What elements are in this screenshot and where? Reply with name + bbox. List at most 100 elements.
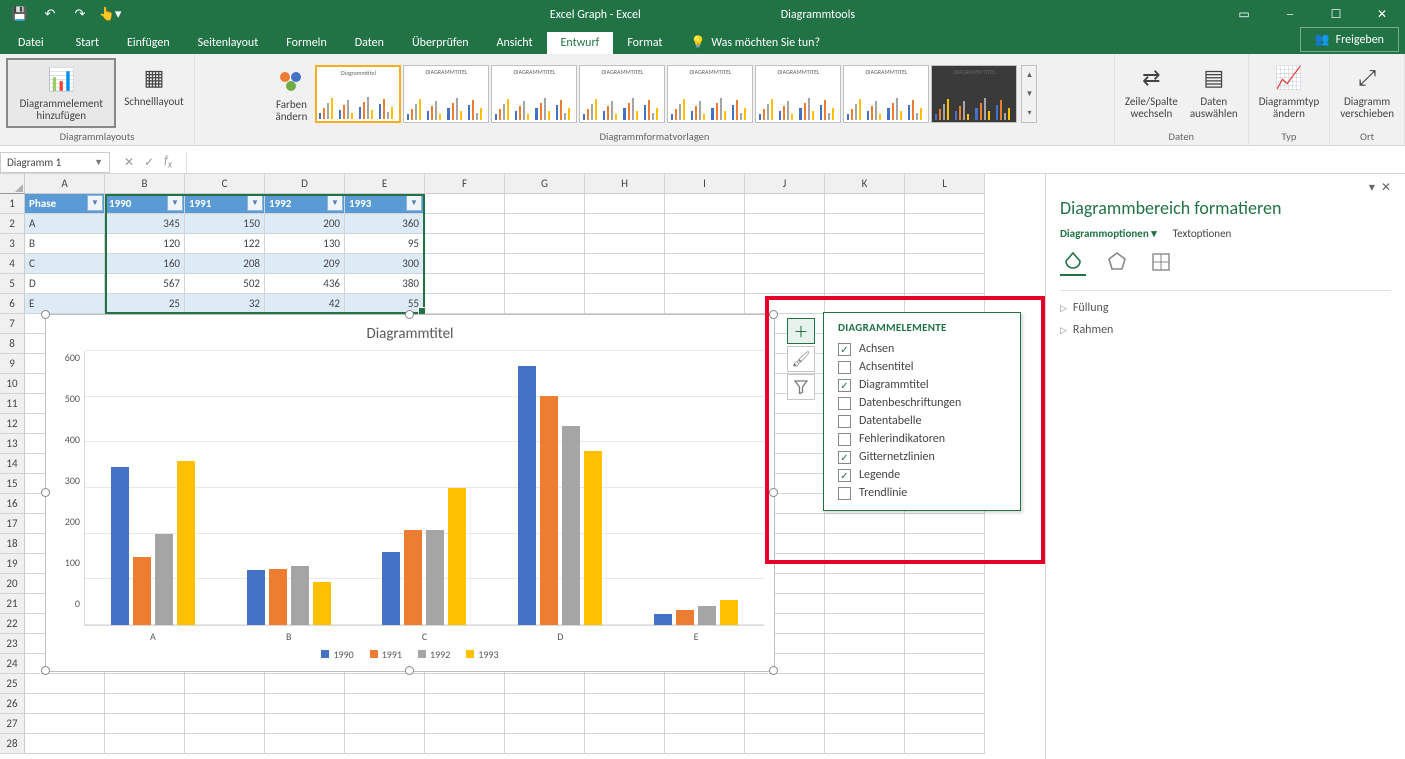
maximize-icon[interactable]: ☐: [1313, 0, 1359, 29]
cell-E3[interactable]: 95: [345, 234, 425, 254]
tab-einfügen[interactable]: Einfügen: [113, 32, 184, 54]
cell-I26[interactable]: [665, 694, 745, 714]
checkbox[interactable]: [838, 397, 851, 410]
cell-B1[interactable]: 1990▼: [105, 194, 185, 214]
chart-elements-button[interactable]: ＋: [787, 318, 815, 344]
cell-H28[interactable]: [585, 734, 665, 754]
cell-H5[interactable]: [585, 274, 665, 294]
cell-K19[interactable]: [825, 554, 905, 574]
cell-L21[interactable]: [905, 594, 985, 614]
cell-C1[interactable]: 1991▼: [185, 194, 265, 214]
cell-D3[interactable]: 130: [265, 234, 345, 254]
bar[interactable]: [382, 552, 400, 625]
style-thumb-2[interactable]: DIAGRAMMTITEL: [491, 65, 577, 123]
bar[interactable]: [133, 557, 151, 626]
col-header-E[interactable]: E: [345, 174, 425, 194]
col-header-J[interactable]: J: [745, 174, 825, 194]
bar[interactable]: [448, 488, 466, 625]
cell-H6[interactable]: [585, 294, 665, 314]
row-header-17[interactable]: 17: [0, 514, 25, 534]
cell-F3[interactable]: [425, 234, 505, 254]
cell-C5[interactable]: 502: [185, 274, 265, 294]
cell-G26[interactable]: [505, 694, 585, 714]
cell-D28[interactable]: [265, 734, 345, 754]
resize-handle[interactable]: [769, 310, 778, 319]
tab-ansicht[interactable]: Ansicht: [483, 32, 547, 54]
bar[interactable]: [518, 366, 536, 625]
bar[interactable]: [426, 530, 444, 625]
share-button[interactable]: 👥Freigeben: [1300, 27, 1399, 52]
style-gallery-more[interactable]: ▲▼▾: [1021, 65, 1037, 123]
checkbox[interactable]: [838, 433, 851, 446]
cell-H3[interactable]: [585, 234, 665, 254]
cell-I6[interactable]: [665, 294, 745, 314]
cell-F5[interactable]: [425, 274, 505, 294]
cell-K23[interactable]: [825, 634, 905, 654]
cell-C6[interactable]: 32: [185, 294, 265, 314]
cell-B5[interactable]: 567: [105, 274, 185, 294]
cell-F28[interactable]: [425, 734, 505, 754]
cell-K22[interactable]: [825, 614, 905, 634]
close-icon[interactable]: ✕: [1359, 0, 1405, 29]
worksheet-area[interactable]: ABCDEFGHIJKL 123456789101112131415161718…: [0, 174, 1045, 759]
chart-element-option[interactable]: Fehlerindikatoren: [838, 430, 1006, 448]
cell-D6[interactable]: 42: [265, 294, 345, 314]
cell-L6[interactable]: [905, 294, 985, 314]
style-thumb-6[interactable]: DIAGRAMMTITEL: [843, 65, 929, 123]
cell-B27[interactable]: [105, 714, 185, 734]
cell-K17[interactable]: [825, 514, 905, 534]
row-header-15[interactable]: 15: [0, 474, 25, 494]
cell-B26[interactable]: [105, 694, 185, 714]
cell-C25[interactable]: [185, 674, 265, 694]
row-header-8[interactable]: 8: [0, 334, 25, 354]
cell-A5[interactable]: D: [25, 274, 105, 294]
checkbox[interactable]: ✓: [838, 469, 851, 482]
format-section-rahmen[interactable]: ▷Rahmen: [1060, 319, 1391, 341]
tell-me[interactable]: 💡Was möchten Sie tun?: [676, 31, 834, 54]
cell-G25[interactable]: [505, 674, 585, 694]
cell-E5[interactable]: 380: [345, 274, 425, 294]
cell-I4[interactable]: [665, 254, 745, 274]
bar[interactable]: [676, 610, 694, 625]
tab-überprüfen[interactable]: Überprüfen: [398, 32, 483, 54]
chart-element-option[interactable]: ✓Gitternetzlinien: [838, 448, 1006, 466]
cell-H26[interactable]: [585, 694, 665, 714]
row-header-11[interactable]: 11: [0, 394, 25, 414]
cell-F25[interactable]: [425, 674, 505, 694]
cell-G2[interactable]: [505, 214, 585, 234]
cell-L28[interactable]: [905, 734, 985, 754]
chart-legend[interactable]: 1990199119921993: [56, 626, 764, 665]
plot-area[interactable]: ABCDE: [84, 351, 764, 626]
col-header-B[interactable]: B: [105, 174, 185, 194]
change-chart-type-button[interactable]: 📈Diagrammtyp ändern: [1255, 58, 1324, 124]
cell-K28[interactable]: [825, 734, 905, 754]
chart-element-option[interactable]: ✓Achsen: [838, 340, 1006, 358]
filter-button[interactable]: ▼: [247, 195, 263, 211]
category-E[interactable]: E: [628, 351, 764, 625]
cell-G6[interactable]: [505, 294, 585, 314]
cell-L22[interactable]: [905, 614, 985, 634]
cell-L17[interactable]: [905, 514, 985, 534]
col-header-C[interactable]: C: [185, 174, 265, 194]
cell-G28[interactable]: [505, 734, 585, 754]
cell-H2[interactable]: [585, 214, 665, 234]
cell-E26[interactable]: [345, 694, 425, 714]
cell-H1[interactable]: [585, 194, 665, 214]
category-C[interactable]: C: [357, 351, 493, 625]
cell-L20[interactable]: [905, 574, 985, 594]
checkbox[interactable]: ✓: [838, 343, 851, 356]
cell-K2[interactable]: [825, 214, 905, 234]
cell-A28[interactable]: [25, 734, 105, 754]
tab-seitenlayout[interactable]: Seitenlayout: [184, 32, 273, 54]
row-header-22[interactable]: 22: [0, 614, 25, 634]
fill-line-icon[interactable]: [1060, 250, 1086, 276]
cell-D26[interactable]: [265, 694, 345, 714]
ribbon-options-icon[interactable]: ▭: [1221, 0, 1267, 29]
cell-A2[interactable]: A: [25, 214, 105, 234]
cell-E4[interactable]: 300: [345, 254, 425, 274]
cell-C4[interactable]: 208: [185, 254, 265, 274]
formula-bar[interactable]: [186, 152, 1405, 173]
chart-filters-button[interactable]: [787, 374, 815, 400]
cell-K27[interactable]: [825, 714, 905, 734]
cell-L26[interactable]: [905, 694, 985, 714]
